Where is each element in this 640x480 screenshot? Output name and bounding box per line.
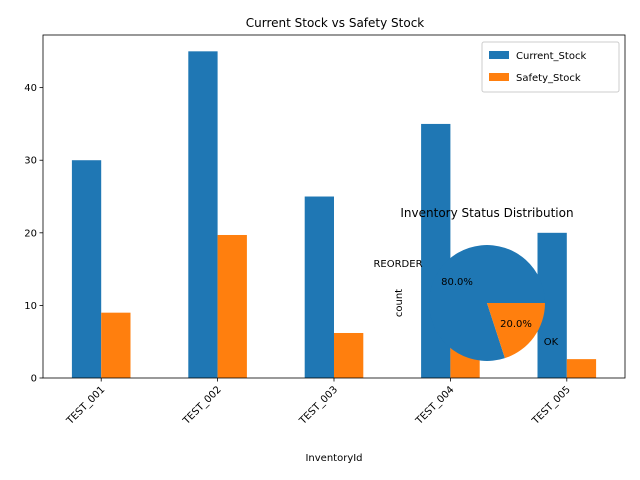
y-tick-label: 20: [24, 228, 37, 239]
pie-chart-title: Inventory Status Distribution: [400, 206, 573, 220]
bars-layer: [71, 51, 597, 379]
y-tick-label: 40: [24, 83, 37, 94]
legend-label-safety-stock: Safety_Stock: [516, 73, 581, 84]
bar-current-stock-test-001: [71, 160, 102, 378]
pie-pct-ok: 20.0%: [500, 319, 532, 330]
legend-swatch-safety-stock: [489, 73, 509, 81]
pie-slice-reorder: [429, 244, 545, 361]
pie-y-axis-label: count: [394, 289, 405, 317]
bar-safety-stock-test-005: [566, 359, 597, 378]
y-tick-label: 0: [31, 374, 37, 385]
bar-safety-stock-test-003: [334, 332, 364, 378]
y-tick-label: 30: [24, 156, 37, 167]
pie-label-ok: OK: [544, 337, 559, 348]
plot-frame: [42, 34, 626, 379]
pie-label-reorder: REORDER: [373, 259, 422, 270]
bar-safety-stock-test-002: [217, 234, 247, 378]
bar-chart-title: Current Stock vs Safety Stock: [246, 16, 425, 30]
bar-current-stock-test-003: [304, 196, 334, 378]
legend-swatch-current-stock: [489, 51, 509, 59]
pie-pct-reorder: 80.0%: [441, 277, 473, 288]
legend-label-current-stock: Current_Stock: [516, 51, 586, 62]
legend: Current_Stock Safety_Stock: [481, 41, 620, 93]
bar-current-stock-test-002: [188, 51, 218, 378]
pie-slice-ok: [487, 303, 545, 359]
y-tick-label: 10: [24, 301, 37, 312]
x-axis-label: InventoryId: [305, 453, 362, 464]
legend-box: [481, 41, 620, 93]
bar-safety-stock-test-001: [101, 312, 131, 378]
pie-chart: Inventory Status Distribution count REOR…: [373, 206, 574, 361]
y-ticks-layer: 0 10 20 30 40: [24, 83, 43, 385]
